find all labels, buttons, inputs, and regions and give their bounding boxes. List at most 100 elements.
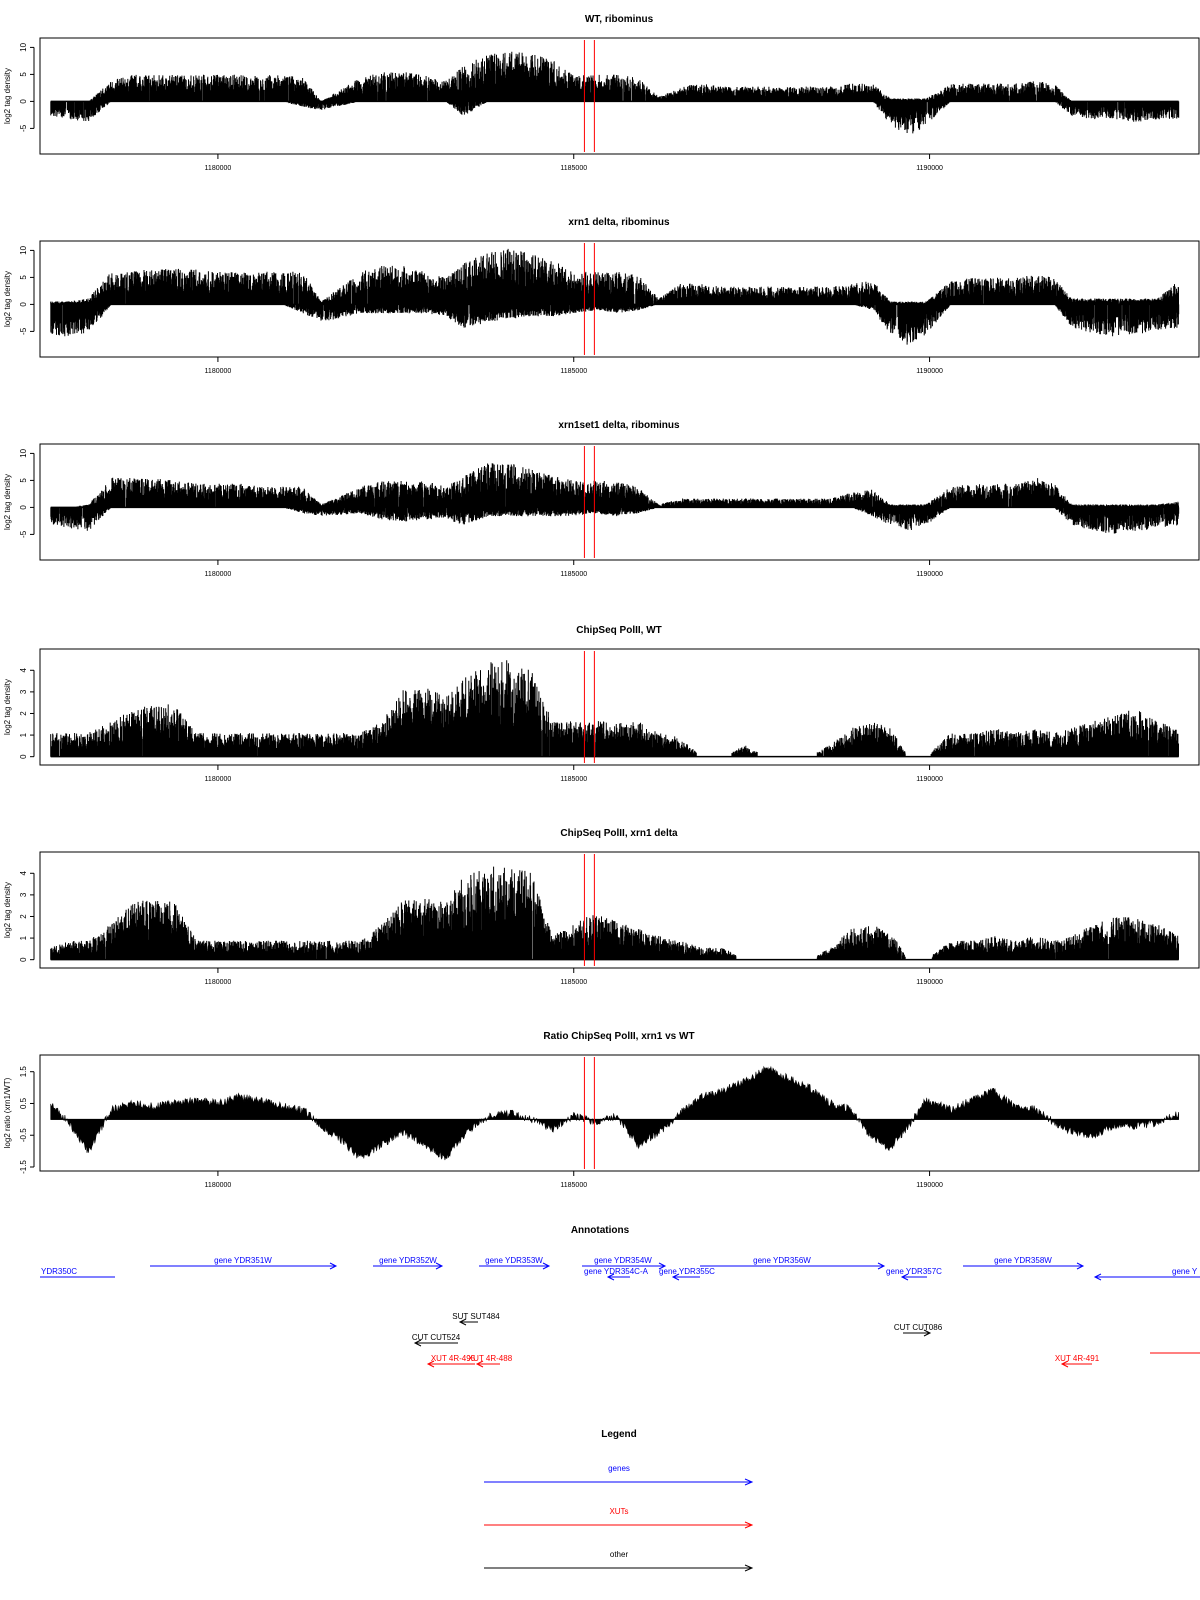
svg-text:XUT 4R-488: XUT 4R-488 — [468, 1354, 513, 1363]
svg-text:CUT CUT524: CUT CUT524 — [412, 1333, 461, 1342]
annotation-YDR354W: gene YDR354W — [582, 1256, 667, 1270]
y-axis-label: log2 ratio (xrn1/WT) — [3, 1077, 12, 1148]
svg-text:gene YDR354W: gene YDR354W — [594, 1256, 652, 1265]
annotation-YDR350C: YDR350C — [40, 1267, 115, 1278]
y-tick-label: -0.5 — [19, 1128, 28, 1142]
track-panel-2: xrn1 delta, ribominus -5 0 5 10 log2 tag dens… — [3, 217, 1200, 375]
plot-frame — [39, 1054, 1200, 1172]
legend-genes: genes — [484, 1464, 754, 1486]
y-tick-label: 1 — [19, 732, 28, 737]
y-tick-label: 0 — [19, 957, 28, 962]
svg-text:other: other — [610, 1550, 629, 1559]
signal-bars — [50, 660, 1179, 757]
ratio-area — [50, 1065, 1179, 1161]
svg-text:CUT CUT086: CUT CUT086 — [894, 1323, 943, 1332]
svg-text:gene YDR357C: gene YDR357C — [886, 1267, 942, 1276]
svg-text:genes: genes — [608, 1464, 630, 1473]
annotation-YDR351W: gene YDR351W — [150, 1256, 338, 1270]
x-tick-label: 1190000 — [916, 979, 943, 986]
y-tick-label: 0 — [19, 754, 28, 759]
annotation-YDR358W: gene YDR358W — [963, 1256, 1085, 1270]
track-panel-6: Ratio ChipSeq PolII, xrn1 vs WT -1.5 -0.5 0… — [3, 1031, 1200, 1189]
x-tick-label: 1190000 — [916, 165, 943, 172]
x-tick-label: 1185000 — [560, 776, 587, 783]
plot-frame — [39, 240, 1200, 358]
y-axis-label: log2 tag density — [3, 474, 12, 530]
annotation-XUT-4R-488: XUT 4R-488 — [468, 1354, 513, 1368]
y-tick-label: 3 — [19, 689, 28, 694]
annotation-CUT524: CUT CUT524 — [412, 1333, 461, 1347]
y-tick-label: 4 — [19, 871, 28, 876]
svg-text:gene YDR355C: gene YDR355C — [659, 1267, 715, 1276]
y-axis-label: log2 tag density — [3, 679, 12, 735]
svg-text:XUT 4R-491: XUT 4R-491 — [1055, 1354, 1100, 1363]
y-tick-label: 10 — [19, 245, 28, 254]
x-tick-label: 1190000 — [916, 1182, 943, 1189]
annotation-Y-truncated: gene Y — [1093, 1267, 1200, 1281]
signal-bars — [50, 463, 1180, 534]
y-tick-label: -5 — [19, 124, 28, 132]
x-tick-label: 1190000 — [916, 368, 943, 375]
track-panel-3: xrn1set1 delta, ribominus -5 0 5 10 log2 tag … — [3, 420, 1200, 578]
x-tick-label: 1185000 — [560, 571, 587, 578]
svg-text:gene YDR358W: gene YDR358W — [994, 1256, 1052, 1265]
y-tick-label: -5 — [19, 327, 28, 335]
annotation-YDR354C-A: gene YDR354C-A — [584, 1267, 649, 1281]
x-tick-label: 1185000 — [560, 368, 587, 375]
svg-text:gene Y: gene Y — [1172, 1267, 1198, 1276]
track-panel-4: ChipSeq PolII, WT 0 1 2 3 4 log2 tag density 11… — [3, 625, 1200, 783]
annotation-XUT-4R-495: XUT 4R-495 — [426, 1354, 476, 1368]
svg-text:gene YDR351W: gene YDR351W — [214, 1256, 272, 1265]
x-tick-label: 1180000 — [205, 1182, 232, 1189]
legend-other: other — [484, 1550, 754, 1572]
annotation-YDR352W: gene YDR352W — [373, 1256, 444, 1270]
y-tick-label: 5 — [19, 275, 28, 280]
svg-text:gene YDR354C-A: gene YDR354C-A — [584, 1267, 649, 1276]
annotation-XUT-4R-491: XUT 4R-491 — [1055, 1354, 1100, 1368]
y-tick-label: 1 — [19, 935, 28, 940]
legend: Legend genes XUTs other — [484, 1429, 754, 1572]
legend-xuts: XUTs — [484, 1507, 754, 1529]
annotation-YDR353W: gene YDR353W — [479, 1256, 551, 1270]
signal-bars — [50, 248, 1180, 345]
x-tick-label: 1190000 — [916, 776, 943, 783]
x-tick-label: 1185000 — [560, 165, 587, 172]
svg-text:YDR350C: YDR350C — [41, 1267, 77, 1276]
svg-text:SUT SUT484: SUT SUT484 — [452, 1312, 500, 1321]
annotation-YDR356W: gene YDR356W — [700, 1256, 886, 1270]
plot-frame — [39, 851, 1200, 969]
x-tick-label: 1180000 — [205, 571, 232, 578]
plot-frame — [39, 648, 1200, 766]
y-tick-label: 0 — [19, 99, 28, 104]
plot-frame — [39, 443, 1200, 561]
y-axis-label: log2 tag density — [3, 68, 12, 124]
x-tick-label: 1185000 — [560, 979, 587, 986]
signal-bars — [50, 51, 1180, 134]
y-tick-label: 5 — [19, 478, 28, 483]
annotations-title: Annotations — [571, 1225, 630, 1236]
y-tick-label: 10 — [19, 42, 28, 51]
annotation-track: Annotations YDR350C gene YDR351W gene YD… — [40, 1225, 1200, 1368]
y-tick-label: 3 — [19, 892, 28, 897]
y-tick-label: 0.5 — [19, 1097, 28, 1109]
annotation-CUT086: CUT CUT086 — [894, 1323, 943, 1337]
track-panel-1: WT, ribominus -5 0 5 10 log2 tag density 11800… — [3, 14, 1200, 172]
legend-title: Legend — [601, 1429, 637, 1440]
y-tick-label: 1.5 — [19, 1066, 28, 1078]
x-tick-label: 1190000 — [916, 571, 943, 578]
y-tick-label: 4 — [19, 668, 28, 673]
svg-text:gene YDR352W: gene YDR352W — [379, 1256, 437, 1265]
svg-text:XUTs: XUTs — [609, 1507, 628, 1516]
track-title: ChipSeq PolII, xrn1 delta — [560, 828, 678, 839]
y-tick-label: 10 — [19, 448, 28, 457]
x-tick-label: 1180000 — [205, 979, 232, 986]
x-tick-label: 1180000 — [205, 776, 232, 783]
track-title: xrn1 delta, ribominus — [568, 217, 670, 228]
track-title: Ratio ChipSeq PolII, xrn1 vs WT — [543, 1031, 694, 1042]
track-title: ChipSeq PolII, WT — [576, 625, 662, 636]
svg-text:gene YDR353W: gene YDR353W — [485, 1256, 543, 1265]
y-tick-label: 2 — [19, 914, 28, 919]
track-panel-5: ChipSeq PolII, xrn1 delta 0 1 2 3 4 log2 tag d… — [3, 828, 1200, 986]
